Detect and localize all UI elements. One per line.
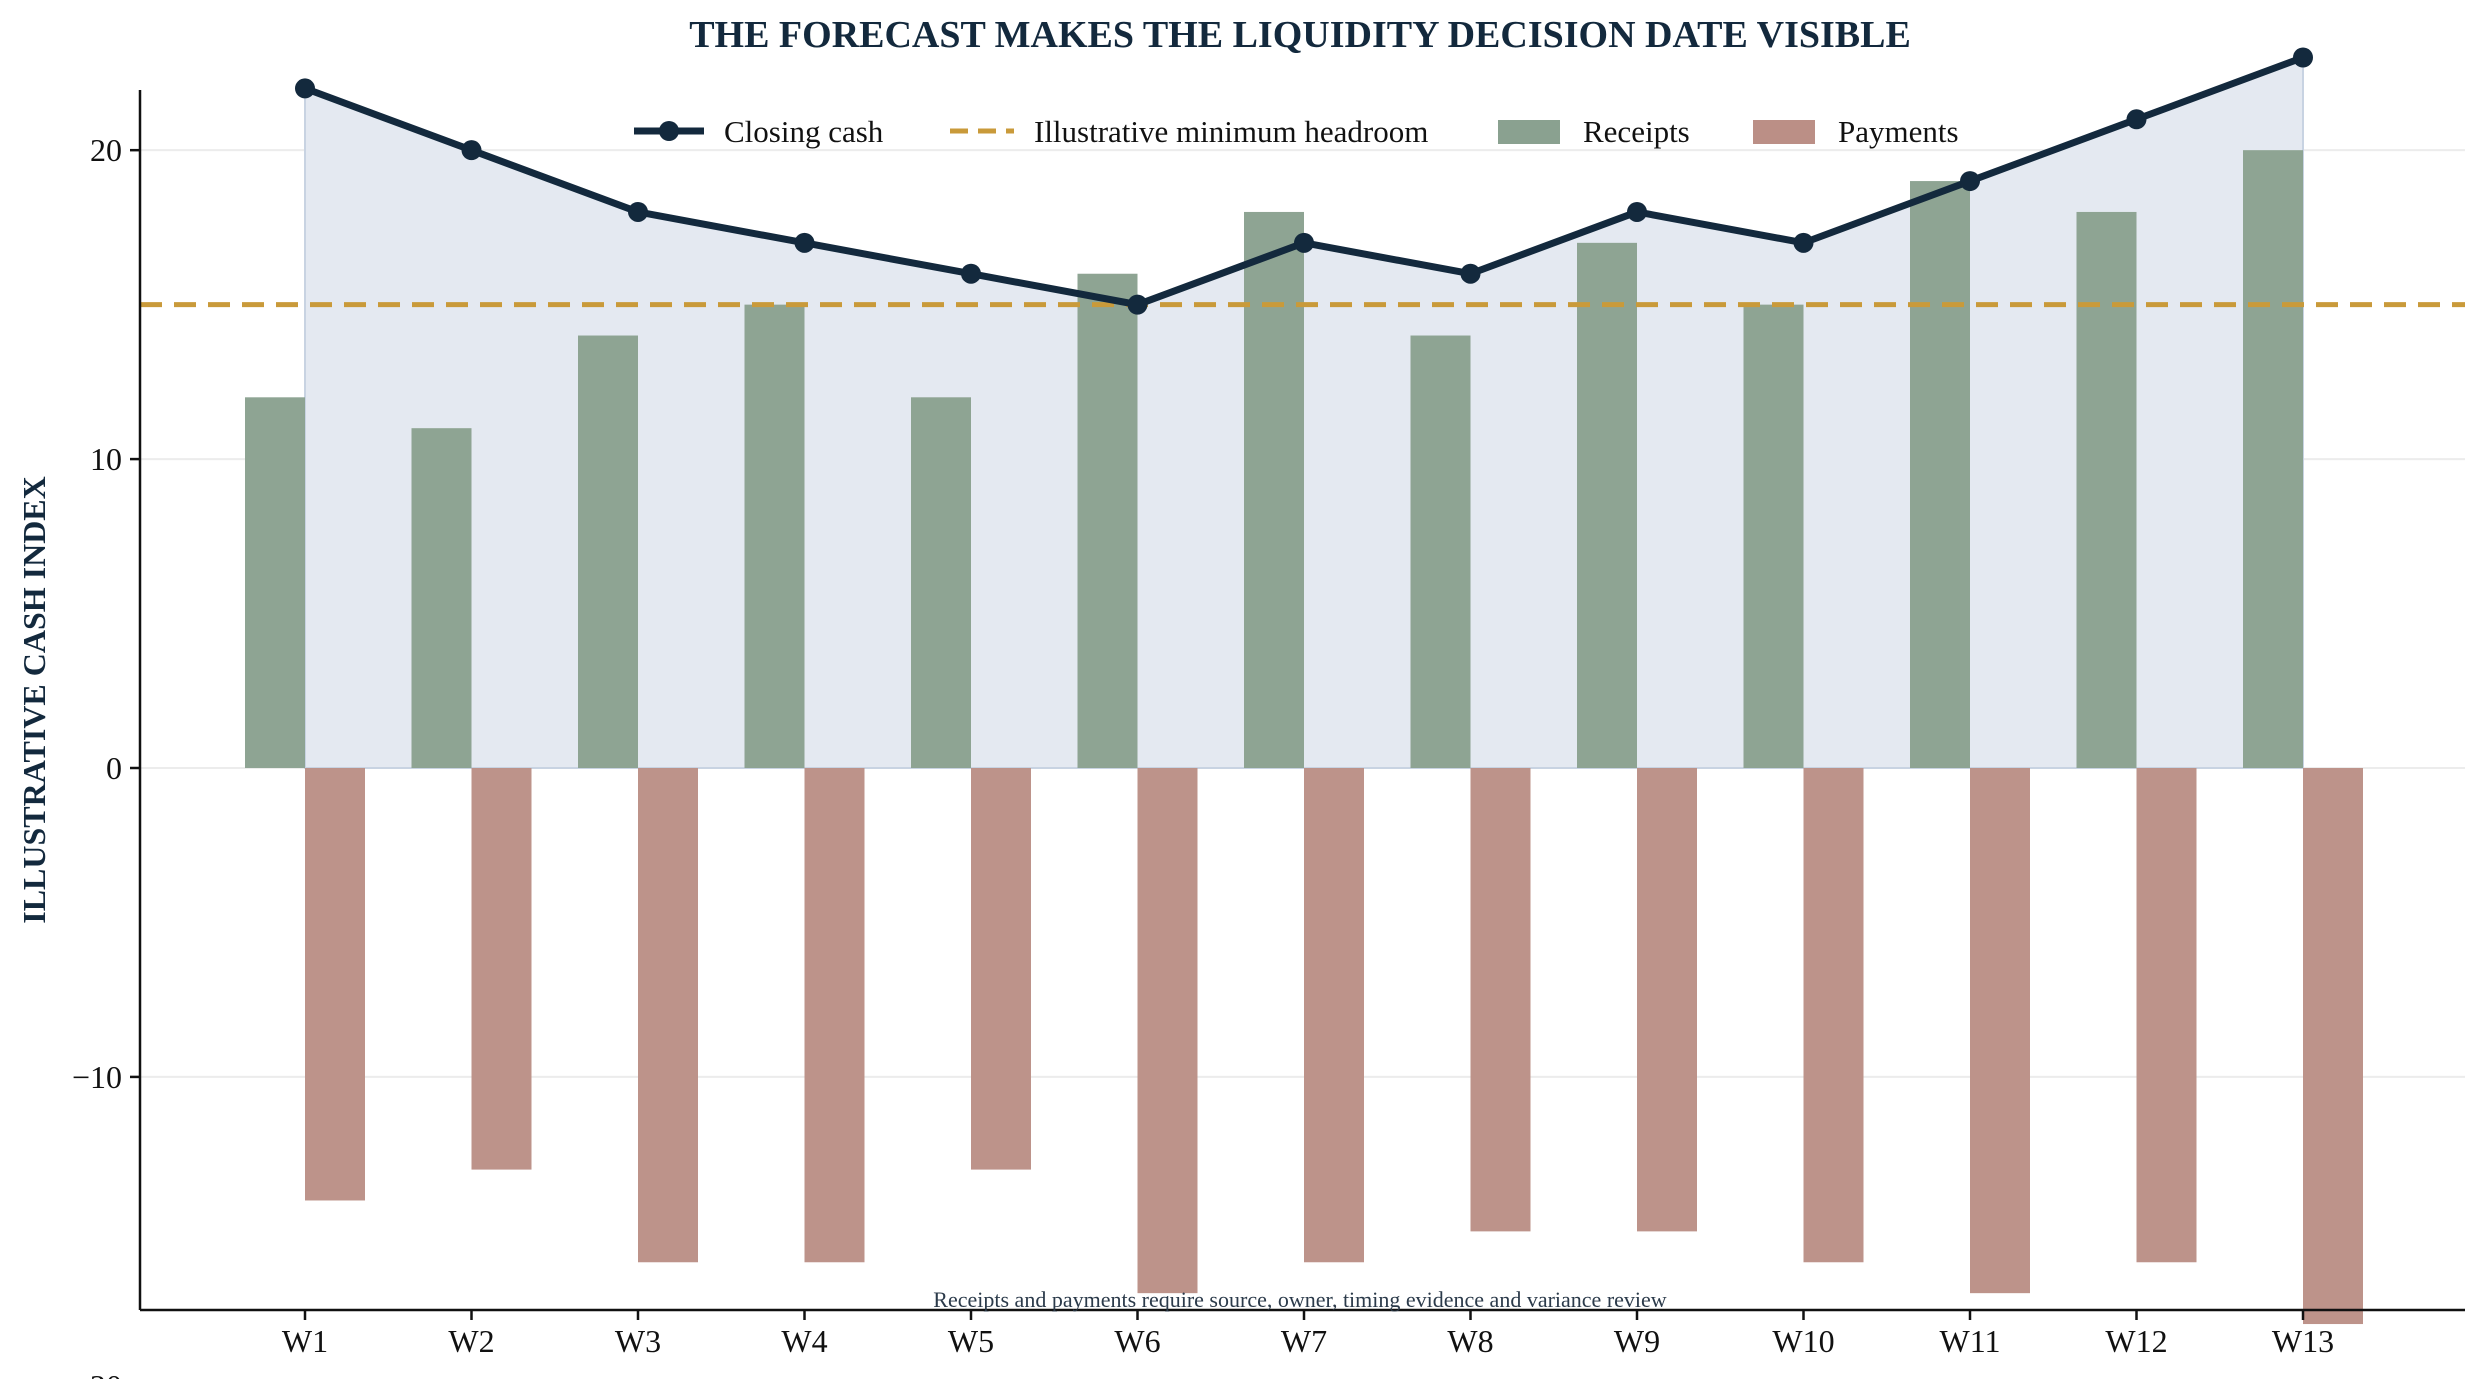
closing-cash-points [295, 47, 2313, 315]
closing-cash-point [1960, 171, 1980, 192]
closing-cash-point [1127, 294, 1148, 315]
y-tick-label: 0 [106, 750, 122, 786]
payments-bar [305, 768, 365, 1201]
receipts-bar [411, 428, 472, 768]
x-tick-label: W10 [1772, 1323, 1834, 1359]
payments-bar [1137, 768, 1198, 1294]
receipts-bar [1244, 211, 1304, 768]
closing-cash-point [1294, 232, 1314, 253]
payments-bar [471, 768, 532, 1170]
closing-cash-point [1793, 232, 1814, 253]
y-tick-label: −20 [72, 1368, 122, 1379]
legend-headroom-label: Illustrative minimum headroom [1034, 114, 1428, 149]
legend-receipts-swatch [1498, 120, 1560, 144]
payments-bar [638, 768, 698, 1263]
axes [130, 90, 2465, 1320]
x-tick-label: W8 [1447, 1323, 1493, 1359]
receipts-bar [1077, 273, 1138, 768]
receipts-bar [1577, 242, 1637, 769]
y-tick-label: −10 [72, 1059, 122, 1095]
legend-closing-cash-label: Closing cash [724, 114, 884, 149]
x-tick-label: W11 [1939, 1323, 2000, 1359]
x-tick-label: W7 [1281, 1323, 1327, 1359]
receipts-bar [911, 397, 971, 768]
payments-bar [1803, 768, 1864, 1263]
legend-payments-swatch [1753, 120, 1815, 144]
y-tick-label: 20 [90, 132, 122, 168]
receipts-bar [1743, 304, 1804, 768]
receipts-bar [1910, 181, 1970, 768]
legend: Closing cash Illustrative minimum headro… [634, 114, 1959, 149]
receipts-bar [245, 397, 305, 768]
payments-bar [2136, 768, 2197, 1263]
x-tick-label: W1 [282, 1323, 328, 1359]
y-tick-labels: −20 −10 0 10 20 [72, 132, 122, 1379]
x-tick-label: W9 [1614, 1323, 1660, 1359]
payments-bar [1637, 768, 1697, 1232]
receipts-bar [2076, 211, 2137, 768]
receipts-bar [2243, 150, 2303, 768]
payments-bar [1304, 768, 1364, 1263]
payments-bar [804, 768, 865, 1263]
closing-cash-point [295, 78, 315, 99]
x-tick-labels: W1 W2 W3 W4 W5 W6 W7 W8 W9 W10 W11 W12 W13 [282, 1323, 2334, 1359]
x-tick-label: W12 [2105, 1323, 2167, 1359]
payments-bar [1970, 768, 2030, 1294]
x-tick-label: W13 [2272, 1323, 2334, 1359]
receipts-bar [1410, 335, 1471, 768]
payments-bar [1470, 768, 1531, 1232]
chart-title: THE FORECAST MAKES THE LIQUIDITY DECISIO… [689, 14, 1911, 56]
x-tick-label: W2 [448, 1323, 494, 1359]
x-tick-label: W4 [781, 1323, 827, 1359]
closing-cash-point [961, 263, 981, 284]
x-tick-label: W6 [1114, 1323, 1160, 1359]
closing-cash-point [794, 232, 815, 253]
legend-receipts-label: Receipts [1583, 114, 1690, 149]
payments-bar [971, 768, 1031, 1170]
x-tick-label: W5 [948, 1323, 994, 1359]
legend-closing-cash-marker [659, 121, 679, 141]
closing-cash-point [2126, 109, 2147, 130]
footnote: Receipts and payments require source, ow… [933, 1287, 1666, 1312]
receipts-bar [578, 335, 638, 768]
closing-cash-point [2293, 47, 2313, 68]
closing-cash-point [1627, 201, 1647, 222]
receipts-bar [744, 304, 805, 768]
payments-bar [2303, 768, 2363, 1325]
closing-cash-point [1460, 263, 1481, 284]
y-tick-label: 10 [90, 441, 122, 477]
y-axis-label: ILLUSTRATIVE CASH INDEX [16, 476, 52, 924]
closing-cash-point [628, 201, 648, 222]
bars [245, 150, 2363, 1325]
x-tick-label: W3 [615, 1323, 661, 1359]
closing-cash-point [461, 140, 482, 161]
legend-payments-label: Payments [1838, 114, 1959, 149]
